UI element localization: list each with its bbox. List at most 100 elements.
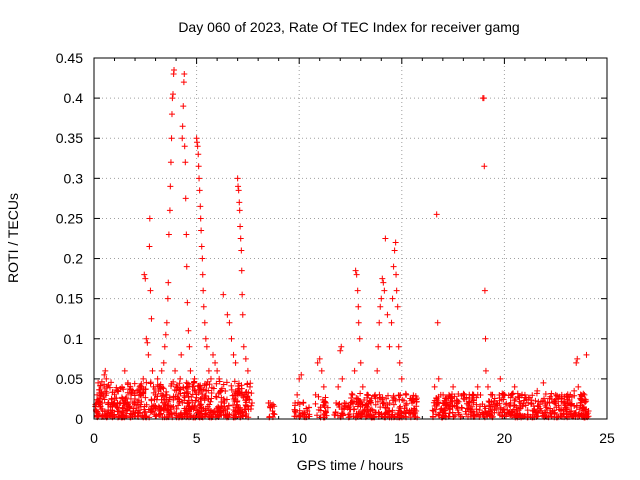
data-point [214, 367, 221, 374]
band-point [238, 385, 245, 392]
band-point [390, 401, 397, 408]
data-point [127, 391, 134, 398]
band-point [160, 406, 167, 413]
data-point [413, 407, 420, 414]
band-point [232, 390, 239, 397]
data-point [312, 391, 319, 398]
band-point [384, 392, 391, 399]
band-point [366, 398, 373, 405]
band-point [112, 395, 119, 402]
band-point [551, 397, 558, 404]
band-point [520, 400, 527, 407]
band-point [359, 401, 366, 408]
band-point [160, 399, 167, 406]
data-point [220, 291, 227, 298]
band-point [454, 405, 461, 412]
band-point [214, 407, 221, 414]
data-point [134, 387, 141, 394]
band-point [578, 392, 585, 399]
band-point [152, 413, 159, 420]
x-tick-label: 0 [90, 430, 98, 446]
data-point [338, 343, 345, 350]
band-point [101, 396, 108, 403]
band-point [189, 391, 196, 398]
band-point [317, 407, 324, 414]
data-point [482, 367, 489, 374]
data-point [180, 79, 187, 86]
data-point [237, 223, 244, 230]
x-tick-label: 25 [599, 430, 615, 446]
band-point [481, 409, 488, 416]
data-point [230, 351, 237, 358]
data-point [392, 239, 399, 246]
y-tick-label: 0.45 [56, 50, 83, 66]
band-point [430, 399, 437, 406]
band-point [221, 397, 228, 404]
data-point [198, 243, 205, 250]
band-point [458, 404, 465, 411]
data-point [482, 335, 489, 342]
band-point [355, 410, 362, 417]
data-point [145, 351, 152, 358]
data-point [136, 391, 143, 398]
data-point [99, 399, 106, 406]
band-point [219, 385, 226, 392]
data-point [212, 359, 219, 366]
band-point [270, 410, 277, 417]
data-point [585, 407, 592, 414]
band-point [158, 390, 165, 397]
band-point [128, 411, 135, 418]
band-point [402, 410, 409, 417]
band-point [314, 412, 321, 419]
data-point [481, 163, 488, 170]
data-point [144, 339, 151, 346]
data-point [384, 311, 391, 318]
band-point [361, 406, 368, 413]
band-point [210, 409, 217, 416]
band-point [124, 389, 131, 396]
band-point [357, 390, 364, 397]
data-point [191, 375, 198, 382]
data-point [179, 135, 186, 142]
band-point [500, 396, 507, 403]
band-point [222, 411, 229, 418]
band-point [487, 412, 494, 419]
band-point [319, 396, 326, 403]
data-point [141, 271, 148, 278]
band-point [172, 410, 179, 417]
data-point [182, 159, 189, 166]
band-point [110, 400, 117, 407]
band-point [155, 411, 162, 418]
band-point [213, 394, 220, 401]
band-point [297, 413, 304, 420]
data-point [102, 367, 109, 374]
data-point [489, 391, 496, 398]
band-point [175, 396, 182, 403]
data-point [359, 383, 366, 390]
data-point [434, 319, 441, 326]
band-point [143, 401, 150, 408]
band-point [188, 394, 195, 401]
data-point [101, 371, 108, 378]
band-point [564, 396, 571, 403]
data-point [534, 387, 541, 394]
data-point [140, 375, 147, 382]
band-point [441, 413, 448, 420]
data-point [194, 139, 201, 146]
band-point [397, 392, 404, 399]
band-point [198, 401, 205, 408]
band-point [175, 413, 182, 420]
band-point [94, 412, 101, 419]
band-point [560, 411, 567, 418]
data-point [109, 407, 116, 414]
data-point [337, 347, 344, 354]
band-point [366, 412, 373, 419]
data-point [269, 407, 276, 414]
data-point [166, 207, 173, 214]
band-point [465, 399, 472, 406]
data-point [156, 383, 163, 390]
band-point [486, 399, 493, 406]
data-point [481, 287, 488, 294]
band-point [542, 390, 549, 397]
band-point [195, 382, 202, 389]
